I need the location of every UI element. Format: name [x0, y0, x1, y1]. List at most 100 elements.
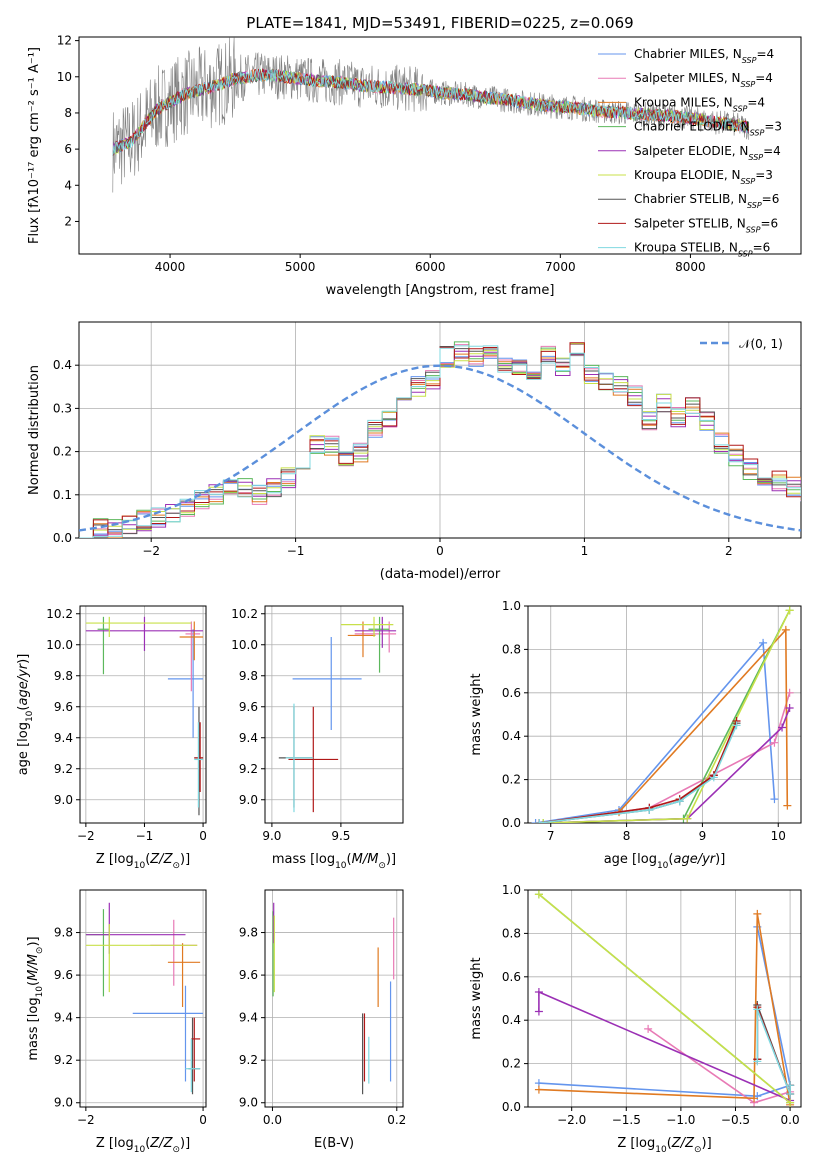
mass-weight-marker — [732, 721, 741, 730]
x-tick-label: 0 — [436, 544, 444, 558]
label-part: )] — [386, 852, 396, 867]
legend-label: Kroupa ELODIE, NSSP=3 — [634, 168, 773, 186]
y-tick-label: 0.1 — [53, 488, 72, 502]
legend-label-sub: SSP — [750, 128, 765, 137]
plot-frame — [79, 889, 207, 1108]
mass-vs-metallicity-panel: −2 09.09.29.49.69.8Z [log10(Z/Z⊙)]mass [l… — [26, 889, 207, 1155]
histogram-steps — [79, 355, 801, 538]
label-part: ( — [16, 706, 31, 711]
legend-label-tail: =6 — [753, 241, 771, 255]
y-tick-label: 1.0 — [502, 599, 521, 613]
mass-weight-marker — [534, 890, 543, 899]
x-tick-label: −1 — [287, 544, 305, 558]
clipped-marks — [272, 902, 395, 1095]
label-part: Z [log — [96, 1136, 134, 1151]
label-part: Z/Z — [149, 1136, 173, 1151]
x-tick-label: 8000 — [675, 260, 706, 274]
label-part: mass [log — [26, 997, 41, 1060]
legend-label: Chabrier ELODIE, NSSP=3 — [634, 120, 782, 138]
gaussian-curve — [79, 364, 801, 532]
label-part: 10 — [657, 861, 669, 871]
mass-weight-marker — [785, 703, 794, 712]
label-part: )] — [702, 1136, 712, 1151]
histogram-steps — [79, 342, 801, 538]
histogram-steps — [79, 350, 801, 538]
y-tick-label: 0.2 — [53, 445, 72, 459]
y-tick-label: 9.6 — [239, 968, 258, 982]
label-part: ( — [668, 852, 673, 867]
y-tick-label: 9.2 — [54, 762, 73, 776]
x-tick-label: 0.2 — [387, 1113, 406, 1127]
legend-label-main: Salpeter STELIB, N — [634, 216, 746, 230]
mass-weight-marker — [539, 819, 548, 823]
mass-weight-marker — [770, 795, 779, 804]
mass-weight-marker — [785, 606, 794, 615]
x-axis-label: age [log10(age/yr)] — [604, 852, 726, 871]
clipped-marks — [79, 341, 801, 538]
x-axis-label: E(B-V) — [314, 1136, 354, 1151]
label-part: )] — [16, 654, 31, 664]
x-tick-label: 7 — [547, 829, 555, 843]
plot-frame — [78, 36, 802, 255]
y-tick-label: 12 — [57, 34, 72, 48]
y-tick-label: 10.2 — [46, 607, 73, 621]
y-tick-label: 10.2 — [231, 607, 258, 621]
mass-weight-line — [543, 609, 791, 823]
mass-weight-marker — [683, 814, 692, 823]
mass-weight-marker — [770, 738, 779, 747]
label-part: ( — [26, 981, 41, 986]
plot-frame — [264, 605, 404, 824]
x-tick-label: −1.0 — [666, 1113, 695, 1127]
mass-weight-marker — [534, 1085, 543, 1094]
y-tick-label: 9.6 — [239, 700, 258, 714]
x-tick-label: 0 — [199, 1113, 207, 1127]
y-tick-label: 9.6 — [54, 700, 73, 714]
x-tick-label: −1.5 — [612, 1113, 641, 1127]
legend-label: Salpeter MILES, NSSP=4 — [634, 71, 773, 89]
legend-label-sub: SSP — [747, 201, 762, 210]
histogram-steps — [79, 344, 801, 538]
legend-label-tail: =6 — [762, 192, 780, 206]
plot-frame — [264, 889, 404, 1108]
y-tick-label: 9.2 — [239, 1053, 258, 1067]
legend-label-main: Chabrier STELIB, N — [634, 192, 747, 206]
y-tick-label: 0.6 — [502, 970, 521, 984]
y-tick-label: 0.4 — [502, 1013, 521, 1027]
x-tick-label: 4000 — [155, 260, 186, 274]
mass-weight-marker — [781, 625, 790, 634]
y-tick-label: 9.4 — [239, 1011, 258, 1025]
mass-weight-marker — [709, 773, 718, 782]
y-tick-label: 0.2 — [502, 773, 521, 787]
x-tick-label: 9 — [699, 829, 707, 843]
histogram-y-label: Normed distribution — [27, 365, 42, 495]
legend-label-tail: =6 — [760, 216, 778, 230]
y-tick-label: 9.4 — [239, 731, 258, 745]
y-tick-label: 9.0 — [239, 1096, 258, 1110]
label-part: ⊙ — [172, 1145, 180, 1155]
legend-label-sub: SSP — [741, 177, 756, 186]
age-vs-metallicity-panel: −2 −1 09.09.29.49.69.810.010.2Z [log10(Z/Z… — [16, 605, 207, 871]
histogram-steps — [79, 353, 801, 538]
label-part: age/yr — [16, 662, 31, 705]
label-part: Z/Z — [149, 852, 173, 867]
label-part: 10 — [655, 1145, 667, 1155]
clipped-marks — [534, 890, 795, 1107]
mass-weight-marker — [753, 1057, 762, 1066]
label-part: 10 — [134, 861, 146, 871]
label-part: ⊙ — [378, 861, 386, 871]
legend-label-tail: =3 — [764, 120, 782, 134]
y-tick-label: 6 — [64, 142, 72, 156]
label-part: ( — [347, 852, 352, 867]
legend-label-tail: =4 — [747, 95, 765, 109]
label-part: M/M — [26, 954, 41, 981]
legend-label-sub: SSP — [742, 56, 757, 65]
legend-label: 𝒩(0, 1) — [739, 337, 783, 351]
label-part: ( — [145, 1136, 150, 1151]
y-tick-label: 10.0 — [231, 638, 258, 652]
mass-weight-line — [543, 609, 791, 823]
label-part: 10 — [35, 986, 45, 998]
x-tick-label: 0.0 — [781, 1113, 800, 1127]
y-tick-label: 9.0 — [239, 793, 258, 807]
mass-weight-vs-metallicity-panel: −2.0 −1.5 −1.0 −0.5 0.0 0.0 0.2 0.4 0.6 0.8 1.0 mas… — [469, 883, 802, 1155]
mass-weight-marker — [759, 638, 768, 647]
